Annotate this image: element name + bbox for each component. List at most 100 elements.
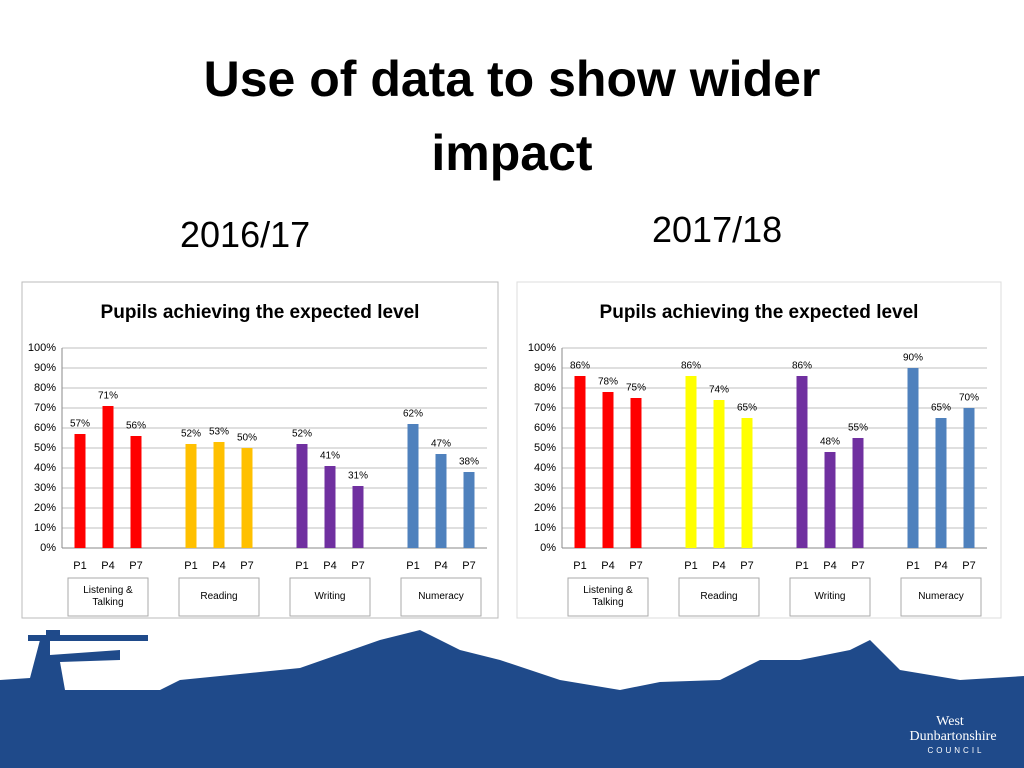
x-tick-label: P7 xyxy=(629,560,642,572)
bar xyxy=(741,418,753,548)
bar xyxy=(630,398,642,548)
legend-box xyxy=(900,577,982,617)
series-name: Reading xyxy=(200,591,238,602)
bar xyxy=(463,472,475,548)
series-name: Writing xyxy=(314,591,346,602)
value-label: 41% xyxy=(320,451,340,462)
chart-frame xyxy=(516,281,1002,619)
bar xyxy=(824,452,836,548)
series-name: Reading xyxy=(700,591,738,602)
value-label: 47% xyxy=(431,439,451,450)
y-tick-label: 90% xyxy=(34,362,56,374)
legend-entry: Reading xyxy=(200,591,238,602)
x-tick-label: P1 xyxy=(406,560,419,572)
bar xyxy=(907,368,919,548)
bar xyxy=(241,448,253,548)
x-tick-label: P7 xyxy=(129,560,142,572)
value-label: 48% xyxy=(820,437,840,448)
bar xyxy=(852,438,864,548)
x-tick-label: P7 xyxy=(851,560,864,572)
value-label: 74% xyxy=(709,385,729,396)
x-tick-label: P4 xyxy=(434,560,447,572)
value-label: 90% xyxy=(903,353,923,364)
bar xyxy=(935,418,947,548)
value-label: 65% xyxy=(931,403,951,414)
value-label: 52% xyxy=(292,429,312,440)
logo-text: West xyxy=(936,714,964,729)
value-label: 50% xyxy=(237,433,257,444)
legend-entry: Listening & Talking xyxy=(583,585,633,608)
bar xyxy=(407,424,419,548)
series-name: Numeracy xyxy=(918,591,964,602)
legend-box xyxy=(67,577,149,617)
y-tick-label: 60% xyxy=(34,422,56,434)
value-label: 86% xyxy=(681,361,701,372)
y-tick-label: 10% xyxy=(534,522,556,534)
x-tick-label: P7 xyxy=(462,560,475,572)
y-tick-label: 30% xyxy=(534,482,556,494)
chart-frame xyxy=(21,281,499,619)
bar xyxy=(435,454,447,548)
value-label: 78% xyxy=(598,377,618,388)
y-tick-label: 80% xyxy=(34,382,56,394)
period-label: 2017/18 xyxy=(652,209,783,250)
legend-box xyxy=(400,577,482,617)
legend-box xyxy=(678,577,760,617)
bar xyxy=(296,444,308,548)
series-name: Numeracy xyxy=(418,591,464,602)
legend-entry: Writing xyxy=(815,591,846,602)
y-tick-label: 60% xyxy=(534,422,556,434)
value-label: 65% xyxy=(737,403,757,414)
y-tick-label: 30% xyxy=(34,482,56,494)
x-tick-label: P7 xyxy=(351,560,364,572)
bar xyxy=(796,376,808,548)
x-tick-label: P4 xyxy=(212,560,225,572)
legend-box xyxy=(789,577,871,617)
value-label: 55% xyxy=(848,423,868,434)
y-tick-label: 100% xyxy=(528,342,556,354)
logo-text: COUNCIL xyxy=(927,746,984,755)
bar xyxy=(602,392,614,548)
x-tick-label: P1 xyxy=(295,560,308,572)
logo-text: Dunbartonshire xyxy=(909,729,996,744)
bar xyxy=(74,434,86,548)
y-tick-label: 90% xyxy=(534,362,556,374)
value-label: 38% xyxy=(459,457,479,468)
bar xyxy=(102,406,114,548)
x-tick-label: P1 xyxy=(573,560,586,572)
y-tick-label: 100% xyxy=(28,342,56,354)
y-tick-label: 10% xyxy=(34,522,56,534)
legend-entry: Numeracy xyxy=(918,591,964,602)
value-label: 86% xyxy=(792,361,812,372)
legend-box xyxy=(178,577,260,617)
x-tick-label: P7 xyxy=(740,560,753,572)
series-name: Listening & Talking xyxy=(583,585,633,608)
y-tick-label: 70% xyxy=(34,402,56,414)
value-label: 70% xyxy=(959,393,979,404)
x-tick-label: P4 xyxy=(712,560,725,572)
x-tick-label: P1 xyxy=(184,560,197,572)
bar xyxy=(685,376,697,548)
bar xyxy=(574,376,586,548)
period-label: 2016/17 xyxy=(180,214,311,255)
y-tick-label: 50% xyxy=(34,442,56,454)
y-tick-label: 0% xyxy=(540,542,556,554)
x-tick-label: P4 xyxy=(101,560,114,572)
slide-title: Use of data to show wider impact xyxy=(203,51,821,181)
x-tick-label: P1 xyxy=(684,560,697,572)
value-label: 53% xyxy=(209,427,229,438)
x-tick-label: P4 xyxy=(601,560,614,572)
series-name: Listening & Talking xyxy=(83,585,133,608)
x-tick-label: P7 xyxy=(240,560,253,572)
legend-entry: Listening & Talking xyxy=(83,585,133,608)
x-tick-label: P1 xyxy=(73,560,86,572)
y-tick-label: 80% xyxy=(534,382,556,394)
y-tick-label: 40% xyxy=(534,462,556,474)
y-tick-label: 20% xyxy=(34,502,56,514)
value-label: 52% xyxy=(181,429,201,440)
value-label: 62% xyxy=(403,409,423,420)
x-tick-label: P1 xyxy=(906,560,919,572)
x-tick-label: P4 xyxy=(323,560,336,572)
value-label: 86% xyxy=(570,361,590,372)
